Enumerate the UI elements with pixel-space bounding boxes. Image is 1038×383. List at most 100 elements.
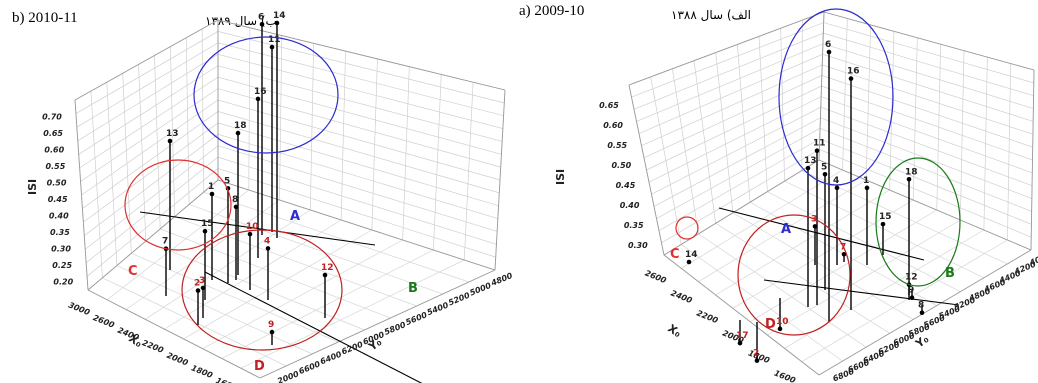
grid-line-left-wall: [154, 55, 161, 229]
grid-line-left-wall: [801, 20, 803, 171]
region-label-B: B: [945, 266, 955, 281]
grid-line-left-wall: [90, 91, 103, 278]
x-tick-label: 3000: [67, 301, 91, 318]
grid-line-z: [628, 11, 1035, 86]
data-point-label: 10: [246, 222, 259, 232]
z-tick-label: 0.55: [46, 162, 66, 171]
z-axis-label: ISI: [554, 169, 567, 185]
grid-line-left-wall: [106, 82, 118, 266]
grid-line-floor: [240, 259, 465, 369]
z-tick-label: 0.40: [49, 212, 69, 221]
data-point-marker: [822, 171, 828, 177]
grid-line-floor: [183, 229, 373, 340]
y-tick-label: 5000: [468, 281, 492, 298]
region-ellipse-D: [181, 229, 343, 351]
grid-line-right-wall: [912, 37, 918, 201]
grid-line-floor: [116, 265, 313, 355]
box-edge: [494, 89, 506, 271]
grid-line-right-wall: [433, 74, 442, 251]
region-label-C: C: [670, 247, 680, 262]
data-point-marker: [864, 185, 870, 191]
box-edge: [259, 269, 496, 379]
grid-line-left-wall: [138, 64, 147, 242]
data-point-label: 2: [753, 349, 759, 359]
data-point-label: 1: [863, 176, 869, 186]
data-point-marker: [255, 96, 261, 102]
grid-line-floor: [202, 239, 403, 349]
z-tick-label: 0.50: [611, 161, 631, 170]
grid-line-floor: [784, 229, 985, 349]
grid-line-z: [656, 127, 1032, 219]
data-point-label: 9: [268, 320, 274, 330]
region-label-D: D: [765, 317, 776, 332]
grid-line-floor: [749, 209, 937, 322]
data-point-marker: [259, 22, 265, 27]
data-point-label: 6: [825, 40, 831, 50]
grid-line-left-wall: [715, 52, 734, 213]
data-point-marker: [200, 285, 206, 291]
data-point-label: 3: [199, 276, 205, 286]
grid-line-right-wall: [340, 51, 346, 221]
data-point-label: 7: [840, 242, 846, 252]
z-tick-label: 0.35: [50, 228, 70, 237]
box-edge: [818, 11, 825, 161]
region-label-C: C: [128, 264, 138, 279]
z-tick-label: 0.30: [628, 241, 648, 250]
chart-3d-scatter-a: 0.300.350.400.450.500.550.600.6526002400…: [554, 8, 1038, 383]
data-point-marker: [269, 44, 275, 50]
region-label-D: D: [254, 359, 265, 374]
box-edge: [87, 289, 261, 379]
z-tick-label: 0.35: [624, 221, 644, 230]
x-tick-label: 2400: [669, 289, 693, 306]
z-tick-label: 0.65: [599, 101, 619, 110]
x-axis-label: X₀: [665, 322, 683, 340]
y-tick-label: 6400: [319, 349, 343, 366]
grid-line-right-wall: [279, 35, 283, 201]
grid-line-z: [643, 75, 1033, 159]
data-point-label: 16: [847, 67, 860, 77]
region-ellipse-A: [778, 8, 894, 186]
y-tick-label: 5400: [426, 300, 450, 317]
y-tick-label: 5600: [404, 310, 428, 327]
region-ellipse-B: [875, 157, 961, 287]
grid-line-right-wall: [1007, 63, 1012, 241]
grid-line-floor: [681, 244, 843, 362]
z-tick-label: 0.65: [43, 129, 63, 138]
box-edge: [663, 159, 820, 256]
data-point-marker: [195, 288, 201, 293]
data-point-label: 18: [905, 167, 918, 177]
grid-line-floor: [732, 212, 914, 320]
grid-line-floor: [715, 223, 890, 334]
region-ellipse-D: [737, 214, 851, 336]
region-label-A: A: [781, 222, 791, 237]
grid-line-floor: [160, 228, 391, 319]
grid-line-right-wall: [309, 43, 315, 211]
region-ellipse-C: [675, 216, 699, 240]
data-point-marker: [841, 251, 847, 257]
data-point-label: 11: [813, 139, 826, 149]
data-point-marker: [167, 138, 173, 144]
z-tick-label: 0.20: [53, 278, 73, 287]
data-point-marker: [834, 185, 840, 191]
grid-line-floor: [732, 199, 914, 309]
grid-line-floor: [164, 219, 342, 330]
z-tick-label: 0.55: [607, 141, 627, 150]
grid-line-z: [82, 111, 500, 209]
data-point-marker: [202, 228, 208, 234]
z-tick-label: 0.70: [42, 113, 62, 122]
grid-line-floor: [221, 249, 434, 359]
box-edge: [1030, 69, 1035, 251]
y-tick-label: 6600: [298, 359, 322, 376]
z-tick-label: 0.60: [603, 121, 623, 130]
data-point-label: 8: [918, 301, 924, 311]
data-point-marker: [269, 329, 275, 335]
grid-line-z: [651, 106, 1033, 195]
data-point-marker: [235, 130, 241, 136]
grid-line-z: [661, 149, 1032, 244]
region-label-A: A: [290, 209, 300, 224]
data-point-label: 5: [224, 176, 230, 186]
grid-line-right-wall: [463, 82, 474, 261]
grid-line-right-wall: [402, 66, 410, 241]
grid-line-right-wall: [959, 50, 965, 221]
grid-line-right-wall: [936, 44, 942, 211]
